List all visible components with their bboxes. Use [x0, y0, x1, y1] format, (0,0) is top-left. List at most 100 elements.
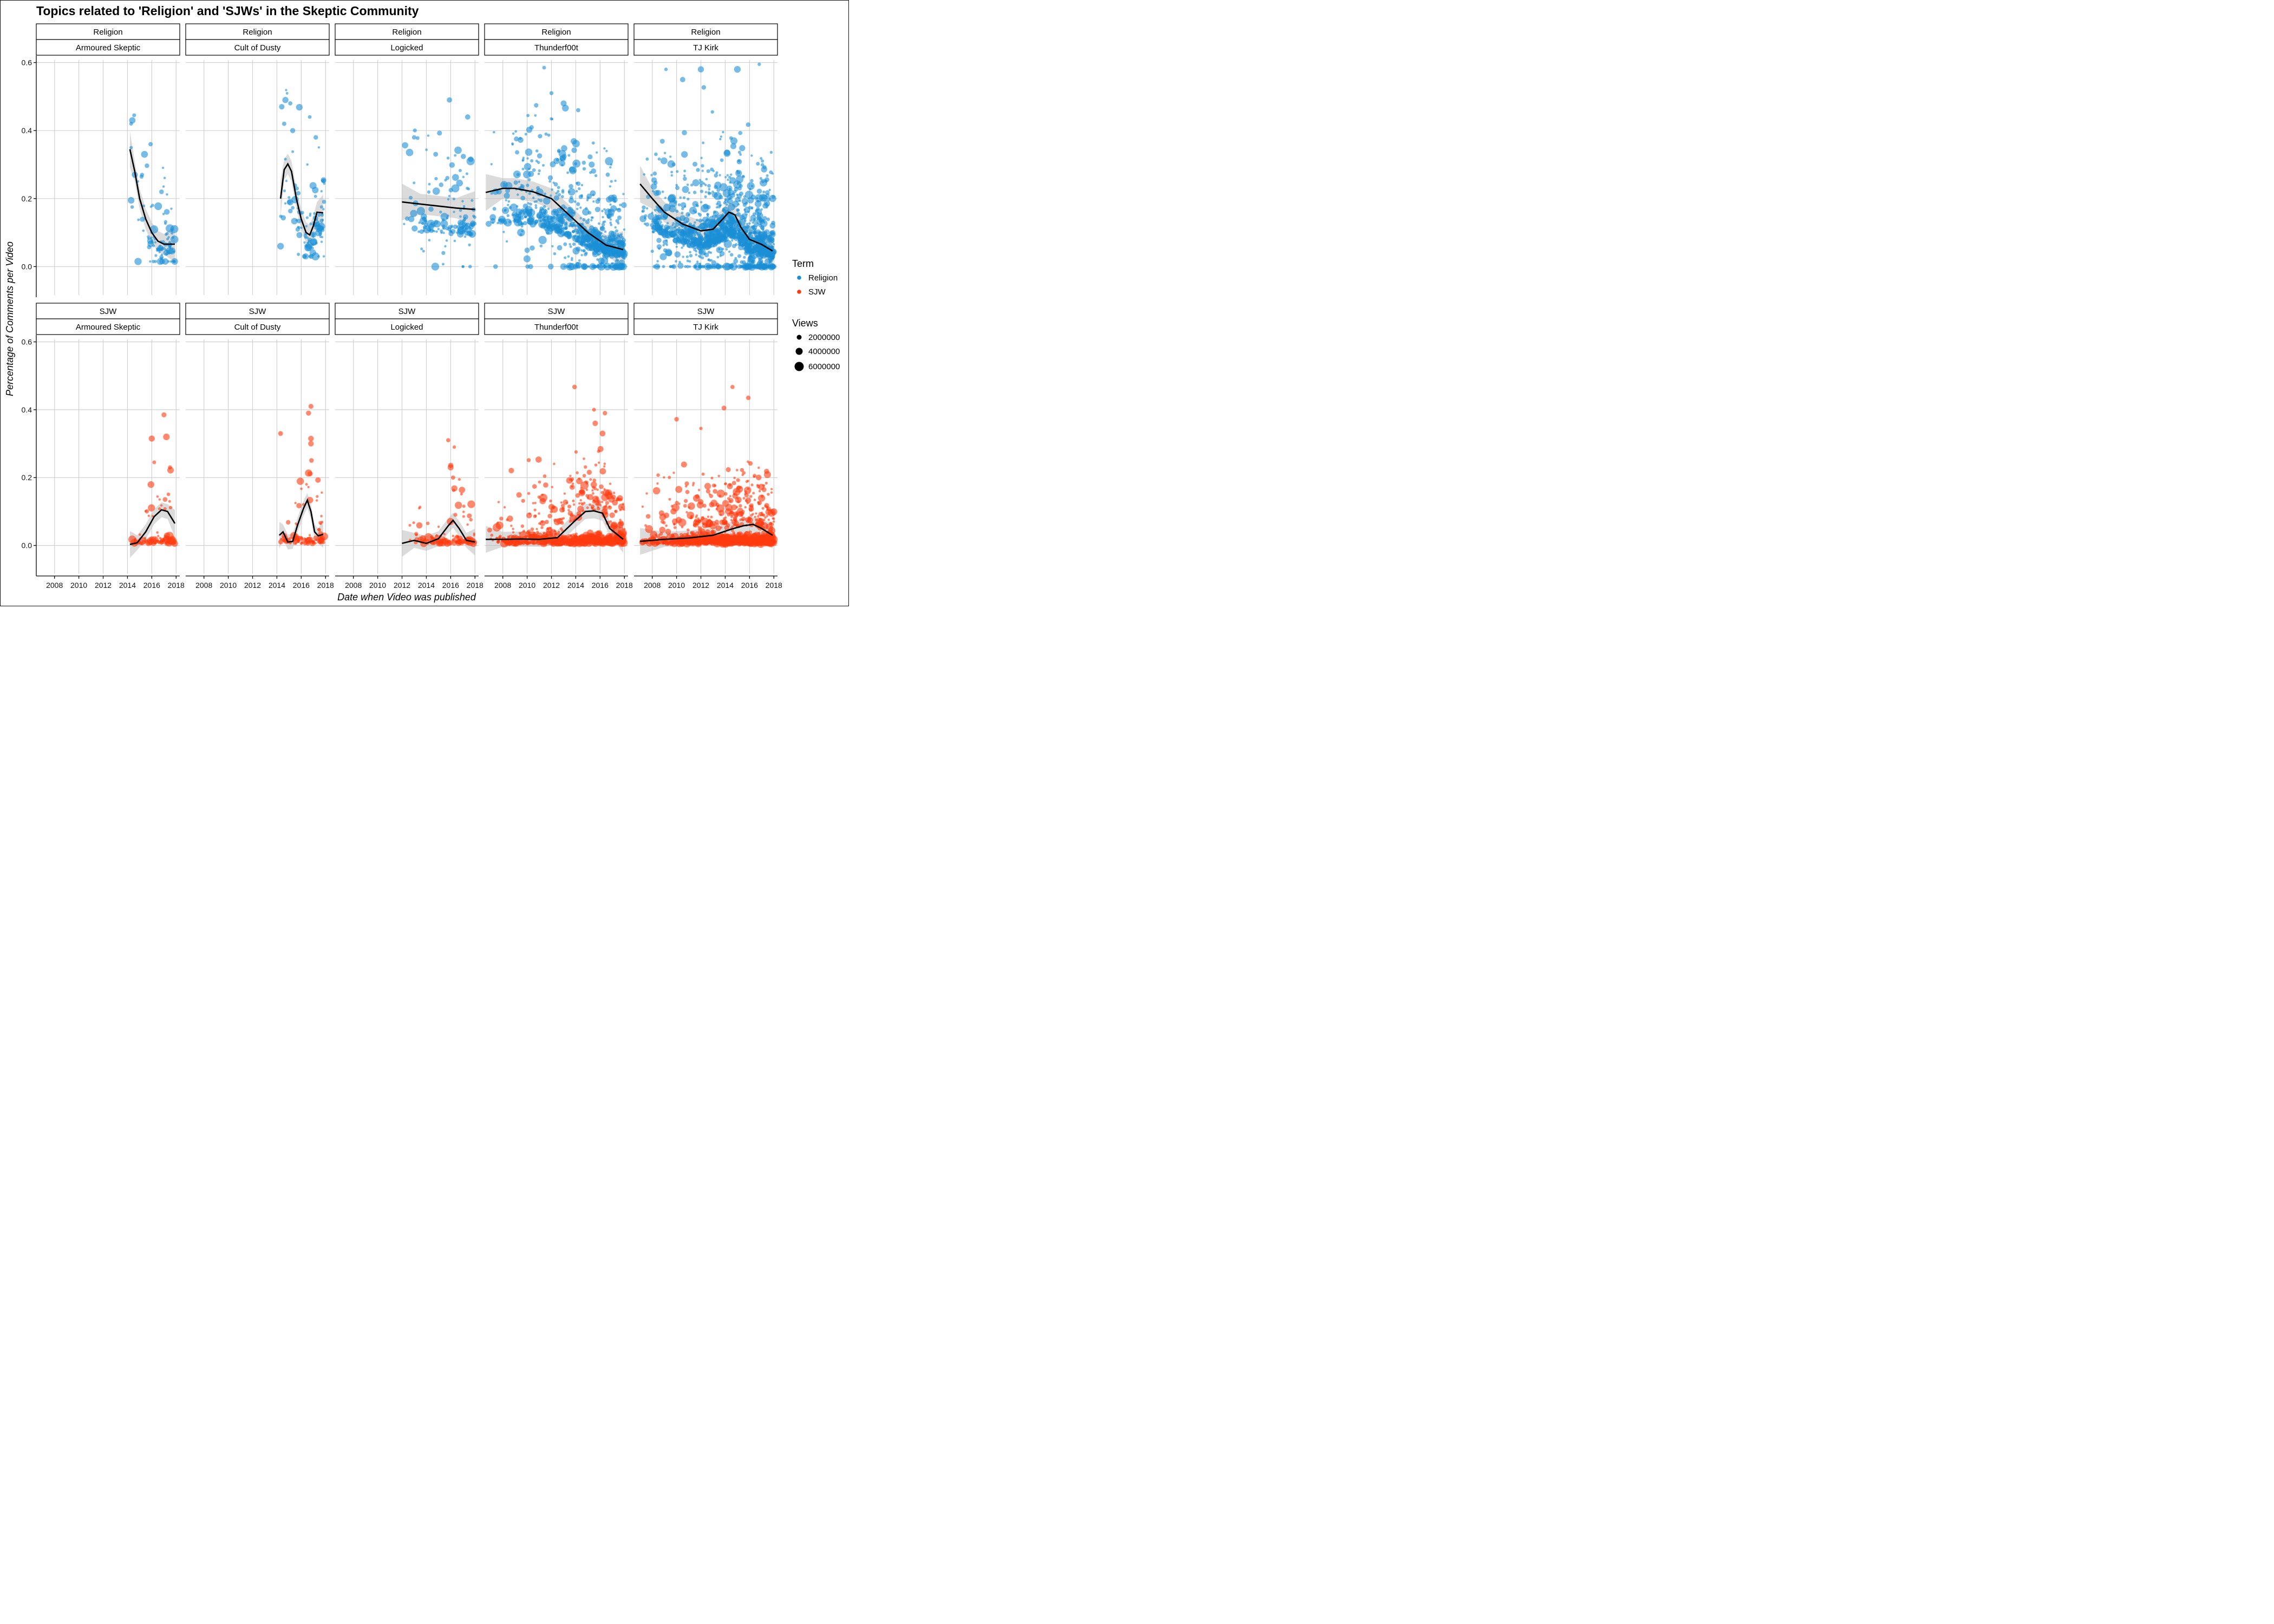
data-point [576, 471, 579, 475]
data-point [607, 194, 615, 202]
data-point [682, 231, 685, 233]
data-point [144, 509, 147, 513]
data-point [527, 178, 531, 181]
data-point [534, 103, 539, 108]
data-point [599, 539, 603, 543]
data-point [511, 142, 514, 145]
data-point [159, 539, 164, 543]
data-point [707, 258, 710, 261]
data-point [584, 251, 588, 255]
data-point [172, 250, 175, 253]
data-point [133, 539, 136, 542]
data-point [560, 521, 564, 525]
data-point [165, 233, 168, 236]
data-point [290, 128, 296, 133]
data-point [138, 533, 141, 536]
data-point [744, 240, 748, 243]
data-point [691, 237, 698, 244]
data-point [704, 243, 711, 250]
data-point [559, 160, 566, 167]
data-point [166, 193, 168, 196]
data-point [716, 202, 718, 206]
data-point [615, 259, 619, 264]
data-point [617, 242, 620, 245]
data-point [614, 179, 617, 182]
data-point [571, 230, 574, 233]
data-point [666, 222, 669, 225]
data-point [608, 264, 611, 267]
data-point [308, 435, 314, 442]
data-point [769, 150, 773, 154]
data-point [320, 515, 323, 518]
data-point [737, 228, 740, 232]
data-point [742, 175, 744, 178]
data-point [502, 185, 506, 187]
data-point [679, 215, 685, 221]
data-point [426, 521, 430, 526]
data-point [743, 235, 747, 238]
data-point [675, 245, 678, 248]
data-point [713, 234, 715, 237]
data-point [520, 222, 525, 226]
data-point [720, 223, 725, 228]
strip-term [335, 23, 479, 40]
data-point [154, 260, 157, 263]
data-point [747, 243, 750, 245]
data-point [512, 531, 515, 534]
data-point [655, 189, 662, 196]
data-point [548, 220, 551, 224]
data-point [674, 226, 676, 229]
data-point [696, 260, 699, 263]
data-point [284, 158, 287, 161]
data-point [137, 218, 140, 221]
data-point [581, 222, 584, 225]
data-point [715, 171, 718, 174]
data-point [402, 142, 408, 149]
data-point [764, 229, 770, 235]
data-point [692, 232, 696, 235]
data-point [567, 540, 573, 547]
data-point [692, 161, 698, 167]
data-point [697, 225, 701, 228]
data-point [462, 510, 465, 513]
data-point [425, 148, 428, 151]
data-point [685, 255, 689, 258]
data-point [581, 235, 584, 238]
data-point [679, 196, 682, 199]
data-point [713, 221, 717, 226]
data-point [772, 243, 775, 246]
data-point [731, 244, 736, 248]
data-point [708, 188, 711, 191]
data-point [656, 260, 659, 263]
data-point [711, 215, 715, 218]
data-point [701, 169, 704, 172]
data-point [743, 195, 747, 198]
data-point [456, 225, 460, 229]
confidence-band [280, 153, 323, 245]
x-tick-label: 2010 [70, 581, 87, 590]
x-tick-label: 2018 [467, 581, 483, 590]
data-point [464, 230, 469, 236]
data-point [458, 168, 462, 173]
data-point [594, 174, 598, 178]
data-point [533, 514, 537, 519]
data-point [719, 183, 728, 192]
data-point [296, 503, 302, 509]
data-point [535, 200, 538, 203]
data-point [692, 482, 695, 485]
points-religion [639, 62, 777, 271]
data-point [160, 504, 163, 507]
data-point [603, 462, 606, 465]
data-point [505, 199, 507, 202]
data-point [303, 542, 307, 546]
data-point [609, 166, 612, 169]
data-point [570, 258, 573, 261]
data-point [526, 157, 529, 160]
data-point [458, 477, 461, 481]
data-point [166, 247, 174, 254]
data-point [162, 497, 168, 502]
data-point [296, 477, 304, 485]
x-tick-label: 2018 [168, 581, 185, 590]
data-point [764, 243, 767, 246]
